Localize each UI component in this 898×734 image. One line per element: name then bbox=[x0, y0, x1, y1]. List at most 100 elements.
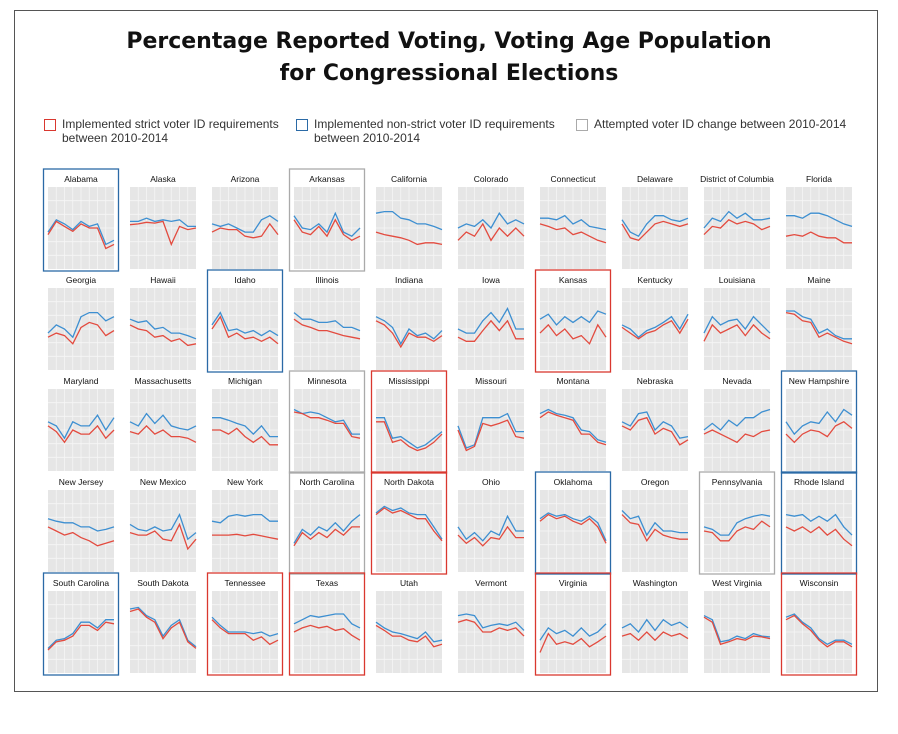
panel-highlight-strict bbox=[534, 572, 612, 676]
series-line-blue bbox=[375, 316, 443, 346]
panel-massachusetts: Massachusetts bbox=[129, 376, 197, 471]
panel-title-tennessee: Tennessee bbox=[224, 578, 265, 588]
panel-maryland: Maryland bbox=[47, 376, 115, 471]
panel-highlight-strict bbox=[370, 471, 448, 575]
series-line-red bbox=[457, 419, 525, 452]
series-line-red bbox=[375, 320, 443, 349]
panel-title-kentucky: Kentucky bbox=[638, 275, 674, 285]
panel-highlight-nonstrict bbox=[42, 572, 120, 676]
series-line-red bbox=[212, 533, 279, 540]
panel-title-mississippi: Mississippi bbox=[388, 376, 429, 386]
panel-minnesota: Minnesota bbox=[288, 370, 366, 474]
series-line-red bbox=[47, 621, 115, 651]
panel-wisconsin: Wisconsin bbox=[780, 572, 858, 676]
legend-item-strict: Implemented strict voter ID requirements… bbox=[44, 117, 282, 145]
series-line-red bbox=[703, 520, 771, 542]
series-line-blue bbox=[212, 417, 278, 438]
series-line-red bbox=[785, 421, 853, 444]
legend-label-nonstrict: Implemented non-strict voter ID requirem… bbox=[314, 117, 555, 145]
legend-swatch-strict bbox=[44, 119, 56, 131]
series-line-red bbox=[703, 429, 771, 444]
panel-michigan: Michigan bbox=[212, 376, 278, 471]
series-line-blue bbox=[375, 621, 443, 643]
panel-title-district-of-columbia: District of Columbia bbox=[700, 174, 774, 184]
series-line-blue bbox=[539, 623, 607, 641]
panel-mississippi: Mississippi bbox=[370, 370, 448, 474]
panel-highlight-nonstrict bbox=[780, 370, 858, 474]
series-line-red bbox=[785, 526, 853, 547]
panel-ohio: Ohio bbox=[457, 477, 524, 572]
series-line-blue bbox=[786, 212, 853, 228]
panel-iowa: Iowa bbox=[457, 275, 524, 370]
panel-title-florida: Florida bbox=[806, 174, 832, 184]
series-line-blue bbox=[703, 615, 771, 643]
series-line-red bbox=[293, 411, 361, 439]
panel-title-texas: Texas bbox=[316, 578, 338, 588]
series-line-red bbox=[293, 526, 360, 547]
panel-district-of-columbia: District of Columbia bbox=[700, 174, 774, 269]
series-line-blue bbox=[47, 414, 115, 440]
panel-tennessee: Tennessee bbox=[206, 572, 284, 676]
series-line-blue bbox=[47, 218, 115, 246]
panel-title-idaho: Idaho bbox=[234, 275, 256, 285]
panel-oregon: Oregon bbox=[621, 477, 688, 572]
panel-highlight-nonstrict bbox=[534, 471, 612, 575]
panel-pennsylvania: Pennsylvania bbox=[698, 471, 776, 575]
panel-title-new-mexico: New Mexico bbox=[140, 477, 187, 487]
series-line-blue bbox=[375, 505, 443, 540]
panel-indiana: Indiana bbox=[375, 275, 443, 370]
series-line-red bbox=[539, 632, 607, 653]
panel-connecticut: Connecticut bbox=[539, 174, 607, 269]
panel-florida: Florida bbox=[785, 174, 853, 269]
panel-highlight-attempted bbox=[288, 168, 366, 272]
panel-title-nevada: Nevada bbox=[722, 376, 752, 386]
series-line-red bbox=[457, 525, 524, 547]
panel-louisiana: Louisiana bbox=[703, 275, 771, 370]
series-line-red bbox=[211, 619, 279, 646]
panel-west-virginia: West Virginia bbox=[703, 578, 771, 673]
panel-title-south-dakota: South Dakota bbox=[137, 578, 189, 588]
legend-item-attempted: Attempted voter ID change between 2010-2… bbox=[576, 117, 876, 131]
panel-illinois: Illinois bbox=[293, 275, 361, 370]
series-line-red bbox=[129, 424, 197, 443]
series-line-red bbox=[211, 222, 279, 239]
series-line-red bbox=[376, 421, 443, 452]
series-line-red bbox=[457, 619, 525, 637]
panel-new-york: New York bbox=[211, 477, 279, 572]
panel-title-connecticut: Connecticut bbox=[551, 174, 597, 184]
series-line-red bbox=[539, 411, 607, 446]
panel-title-delaware: Delaware bbox=[637, 174, 673, 184]
panel-title-virginia: Virginia bbox=[559, 578, 587, 588]
panel-north-dakota: North Dakota bbox=[370, 471, 448, 575]
series-line-blue bbox=[621, 618, 689, 634]
panel-south-dakota: South Dakota bbox=[129, 578, 197, 673]
panel-highlight-strict bbox=[534, 269, 612, 373]
panel-highlight-nonstrict bbox=[206, 269, 284, 373]
panel-arkansas: Arkansas bbox=[288, 168, 366, 272]
series-line-blue bbox=[621, 411, 689, 439]
panel-title-vermont: Vermont bbox=[475, 578, 507, 588]
panel-title-hawaii: Hawaii bbox=[150, 275, 176, 285]
series-line-blue bbox=[457, 412, 524, 449]
panel-title-north-carolina: North Carolina bbox=[300, 477, 355, 487]
series-line-blue bbox=[293, 312, 361, 332]
panel-title-utah: Utah bbox=[400, 578, 418, 588]
legend-label-attempted: Attempted voter ID change between 2010-2… bbox=[594, 117, 847, 131]
panel-south-carolina: South Carolina bbox=[42, 572, 120, 676]
panel-title-alabama: Alabama bbox=[64, 174, 98, 184]
legend-swatch-nonstrict bbox=[296, 119, 308, 131]
series-line-blue bbox=[376, 417, 443, 449]
panel-title-georgia: Georgia bbox=[66, 275, 97, 285]
panel-vermont: Vermont bbox=[457, 578, 525, 673]
panel-rhode-island: Rhode Island bbox=[780, 471, 858, 575]
panel-texas: Texas bbox=[288, 572, 366, 676]
series-line-blue bbox=[785, 513, 853, 536]
series-line-red bbox=[212, 427, 278, 446]
panel-delaware: Delaware bbox=[621, 174, 689, 269]
series-line-red bbox=[621, 514, 688, 543]
panel-highlight-strict bbox=[206, 572, 284, 676]
panel-oklahoma: Oklahoma bbox=[534, 471, 612, 575]
legend-swatch-attempted bbox=[576, 119, 588, 131]
series-line-blue bbox=[539, 512, 607, 542]
